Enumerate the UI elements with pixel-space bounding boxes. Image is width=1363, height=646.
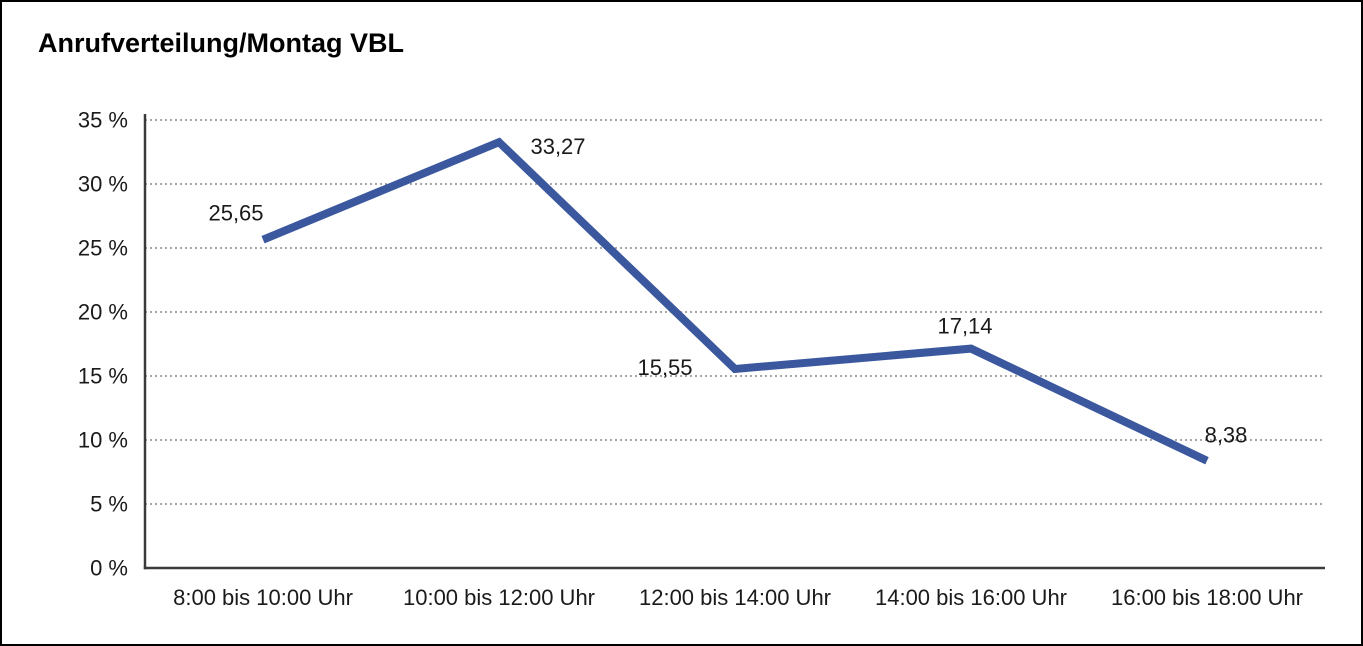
data-point-label: 33,27 [530, 134, 585, 159]
y-tick-label: 5 % [90, 492, 128, 517]
x-category-label: 14:00 bis 16:00 Uhr [875, 585, 1067, 610]
x-category-label: 12:00 bis 14:00 Uhr [639, 585, 831, 610]
y-tick-label: 0 % [90, 556, 128, 581]
data-point-label: 15,55 [637, 355, 692, 380]
x-category-label: 10:00 bis 12:00 Uhr [403, 585, 595, 610]
y-tick-label: 35 % [78, 108, 128, 133]
y-tick-label: 25 % [78, 236, 128, 261]
data-line [261, 137, 1209, 465]
data-point-label: 25,65 [208, 201, 263, 226]
data-point-label: 8,38 [1205, 423, 1248, 448]
y-tick-label: 15 % [78, 364, 128, 389]
x-category-label: 8:00 bis 10:00 Uhr [173, 585, 353, 610]
y-tick-label: 10 % [78, 428, 128, 453]
chart-title: Anrufverteilung/Montag VBL [38, 28, 404, 58]
y-tick-label: 30 % [78, 172, 128, 197]
x-category-label: 16:00 bis 18:00 Uhr [1111, 585, 1303, 610]
data-point-label: 17,14 [937, 314, 992, 339]
y-tick-label: 20 % [78, 300, 128, 325]
